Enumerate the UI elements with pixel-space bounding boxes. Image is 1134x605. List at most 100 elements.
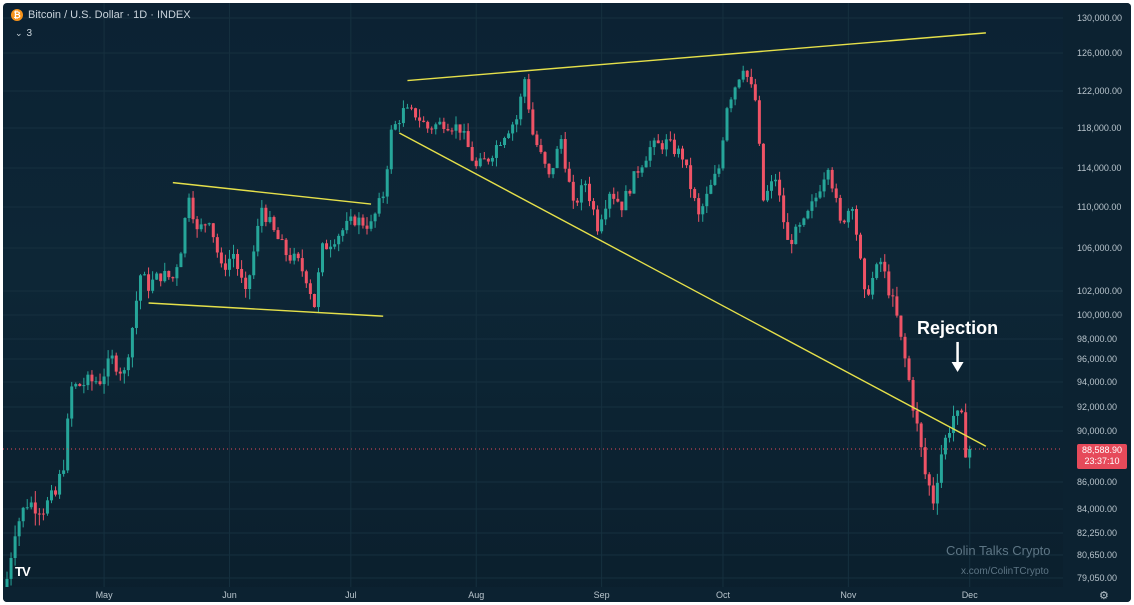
- candle-body[interactable]: [466, 131, 470, 148]
- candle-body[interactable]: [232, 254, 236, 259]
- candle-body[interactable]: [571, 181, 575, 201]
- candle-body[interactable]: [54, 490, 58, 495]
- candle-body[interactable]: [373, 213, 377, 222]
- candle-body[interactable]: [159, 273, 163, 282]
- candle-body[interactable]: [454, 124, 458, 131]
- candle-body[interactable]: [450, 130, 454, 132]
- candle-body[interactable]: [672, 139, 676, 155]
- candle-body[interactable]: [244, 277, 248, 290]
- candle-body[interactable]: [308, 283, 312, 294]
- candle-body[interactable]: [583, 183, 587, 186]
- candle-body[interactable]: [765, 190, 769, 201]
- candle-body[interactable]: [547, 163, 551, 175]
- candle-body[interactable]: [41, 513, 45, 515]
- candle-body[interactable]: [863, 258, 867, 290]
- candle-body[interactable]: [867, 289, 871, 295]
- candle-body[interactable]: [381, 196, 385, 199]
- candle-body[interactable]: [656, 140, 660, 144]
- candle-body[interactable]: [883, 261, 887, 272]
- candle-body[interactable]: [13, 536, 17, 558]
- candle-body[interactable]: [401, 108, 405, 124]
- candle-body[interactable]: [596, 209, 600, 232]
- candle-body[interactable]: [70, 386, 74, 419]
- candle-body[interactable]: [300, 258, 304, 272]
- chart-header[interactable]: ₿ Bitcoin / U.S. Dollar · 1D · INDEX: [11, 9, 191, 21]
- candle-body[interactable]: [430, 128, 434, 130]
- candle-body[interactable]: [798, 224, 802, 227]
- candle-body[interactable]: [923, 447, 927, 475]
- candle-body[interactable]: [458, 124, 462, 133]
- candle-body[interactable]: [240, 268, 244, 278]
- candle-body[interactable]: [126, 357, 130, 371]
- candle-body[interactable]: [284, 239, 288, 256]
- candle-body[interactable]: [288, 255, 292, 261]
- candle-body[interactable]: [138, 275, 142, 301]
- candle-body[interactable]: [25, 507, 29, 509]
- candle-body[interactable]: [947, 433, 951, 438]
- candle-body[interactable]: [842, 220, 846, 223]
- candle-body[interactable]: [709, 184, 713, 194]
- candle-body[interactable]: [511, 124, 515, 134]
- candle-body[interactable]: [915, 410, 919, 424]
- candle-body[interactable]: [134, 300, 138, 328]
- candle-body[interactable]: [414, 108, 418, 118]
- candle-body[interactable]: [939, 454, 943, 483]
- candle-body[interactable]: [559, 139, 563, 149]
- trendline[interactable]: [399, 132, 987, 447]
- candle-body[interactable]: [183, 218, 187, 254]
- time-axis[interactable]: [3, 587, 1063, 602]
- candle-body[interactable]: [321, 243, 325, 273]
- candle-body[interactable]: [337, 235, 341, 245]
- symbol-title[interactable]: Bitcoin / U.S. Dollar · 1D · INDEX: [28, 9, 191, 21]
- candle-body[interactable]: [98, 381, 102, 385]
- candle-body[interactable]: [737, 79, 741, 88]
- candle-body[interactable]: [806, 210, 810, 219]
- candle-body[interactable]: [778, 179, 782, 196]
- candle-body[interactable]: [620, 201, 624, 211]
- candle-body[interactable]: [830, 169, 834, 189]
- candle-body[interactable]: [713, 173, 717, 185]
- candle-body[interactable]: [365, 225, 369, 229]
- candle-body[interactable]: [227, 258, 231, 270]
- candle-body[interactable]: [858, 234, 862, 259]
- candle-body[interactable]: [741, 70, 745, 80]
- candle-body[interactable]: [102, 376, 106, 385]
- candle-body[interactable]: [385, 169, 389, 197]
- candle-body[interactable]: [838, 197, 842, 221]
- candle-body[interactable]: [179, 253, 183, 268]
- candle-body[interactable]: [215, 237, 219, 253]
- candle-body[interactable]: [761, 143, 765, 201]
- candle-body[interactable]: [875, 264, 879, 278]
- candle-body[interactable]: [377, 198, 381, 214]
- candle-body[interactable]: [90, 374, 94, 382]
- candle-body[interactable]: [296, 253, 300, 259]
- candle-body[interactable]: [325, 243, 329, 250]
- candle-body[interactable]: [260, 207, 264, 226]
- candle-body[interactable]: [664, 139, 668, 150]
- candle-body[interactable]: [782, 195, 786, 223]
- candle-body[interactable]: [333, 244, 337, 247]
- candle-body[interactable]: [393, 124, 397, 130]
- candle-body[interactable]: [887, 271, 891, 296]
- candle-body[interactable]: [826, 169, 830, 180]
- candle-body[interactable]: [551, 168, 555, 175]
- candle-body[interactable]: [498, 144, 502, 146]
- candle-body[interactable]: [486, 158, 490, 162]
- candle-body[interactable]: [668, 139, 672, 141]
- candle-body[interactable]: [106, 358, 110, 377]
- candle-body[interactable]: [624, 190, 628, 211]
- candle-body[interactable]: [660, 143, 664, 150]
- candle-body[interactable]: [5, 578, 9, 591]
- candle-body[interactable]: [640, 167, 644, 173]
- candle-body[interactable]: [405, 107, 409, 109]
- candle-body[interactable]: [567, 168, 571, 182]
- candle-body[interactable]: [956, 410, 960, 416]
- candle-body[interactable]: [834, 188, 838, 198]
- candle-body[interactable]: [329, 246, 333, 250]
- candle-body[interactable]: [919, 423, 923, 448]
- candle-body[interactable]: [494, 145, 498, 158]
- candle-body[interactable]: [794, 226, 798, 245]
- candle-body[interactable]: [899, 315, 903, 337]
- chart-canvas[interactable]: 130,000.00 126,000.00 122,000.00 118,000.00…: [3, 3, 1131, 602]
- candle-body[interactable]: [78, 384, 82, 386]
